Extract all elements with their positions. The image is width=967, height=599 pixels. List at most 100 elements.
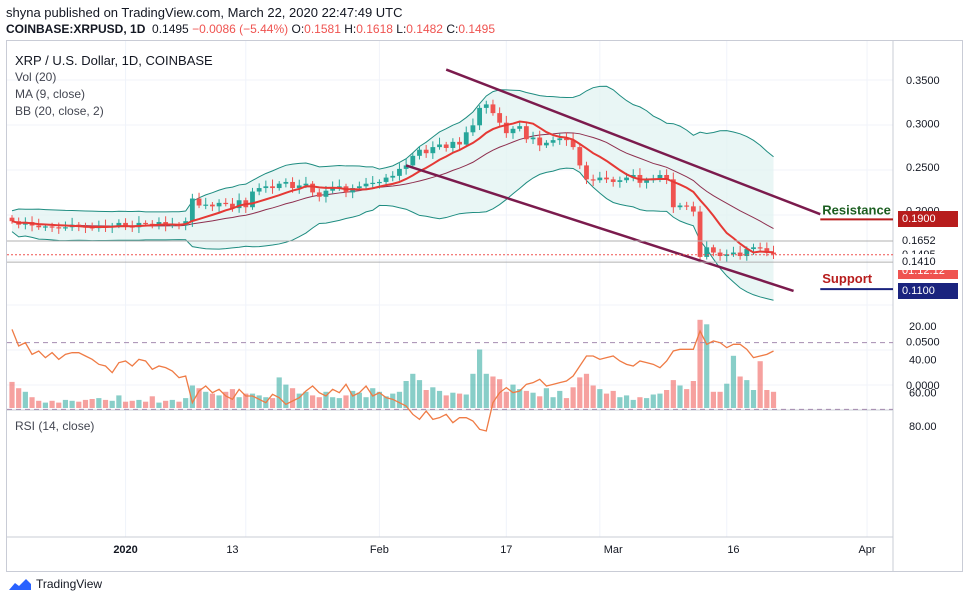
candle-body — [236, 200, 242, 209]
volume-bar — [350, 390, 356, 408]
volume-bar — [209, 393, 215, 408]
volume-bar — [583, 373, 590, 408]
volume-bar — [637, 397, 643, 408]
candle-body — [503, 122, 509, 134]
vol-legend[interactable]: Vol (20) — [15, 70, 57, 84]
volume-bar — [356, 392, 362, 408]
footer[interactable]: TradingView — [8, 573, 102, 595]
volume-bar — [557, 390, 563, 408]
volume-bar — [650, 394, 656, 408]
volume-bar — [289, 388, 296, 408]
price-tick-label: 0.0500 — [906, 336, 940, 348]
candle-body — [256, 188, 262, 192]
volume-bar — [189, 385, 195, 408]
volume-bar — [744, 380, 750, 408]
volume-bar — [724, 383, 730, 408]
last-price: 0.1495 — [152, 22, 189, 36]
volume-bar — [183, 398, 189, 408]
volume-bar — [82, 399, 89, 408]
bollinger-lower-line — [11, 167, 774, 301]
rsi-tick-label: 40.00 — [909, 354, 937, 366]
price-tick-label: 0.3000 — [906, 119, 940, 131]
candle-body — [470, 125, 476, 133]
candle-body — [49, 226, 55, 228]
candle-body — [270, 186, 275, 189]
candle-body — [336, 186, 342, 188]
price-change: −0.0086 (−5.44%) — [192, 22, 289, 36]
volume-bar — [530, 392, 536, 408]
candle-body — [757, 247, 763, 249]
volume-bar — [343, 395, 349, 408]
candle-body — [316, 192, 322, 197]
price-tag: 0.1100 — [898, 283, 958, 300]
ma-legend[interactable]: MA (9, close) — [15, 87, 86, 101]
volume-bar — [770, 391, 777, 408]
candle-body — [437, 144, 442, 148]
volume-bar — [403, 381, 409, 408]
time-tick-label: Apr — [858, 544, 875, 556]
candle-body — [697, 211, 703, 257]
volume-bar — [750, 390, 757, 408]
volume-bar — [577, 377, 583, 408]
bollinger-band-fill — [12, 86, 774, 301]
volume-bar — [203, 391, 209, 408]
volume-bar — [684, 389, 690, 408]
volume-bar — [122, 401, 129, 408]
volume-bar — [537, 396, 543, 408]
tradingview-logo-icon — [9, 579, 31, 590]
open-value: 0.1581 — [304, 22, 341, 36]
volume-bar — [69, 400, 75, 408]
volume-bar — [570, 387, 576, 408]
candle-body — [490, 104, 496, 114]
volume-bar — [390, 393, 396, 408]
chart-frame[interactable] — [6, 40, 963, 572]
volume-bar — [109, 400, 115, 408]
candle-body — [310, 183, 315, 193]
candle-body — [290, 181, 295, 189]
candle-body — [744, 249, 750, 257]
volume-bar — [336, 398, 342, 408]
price-tick-label: 0.2500 — [906, 162, 940, 174]
volume-bar — [236, 397, 242, 408]
volume-bar — [677, 385, 683, 408]
candle-body — [417, 149, 422, 156]
candle-body — [350, 188, 356, 193]
volume-bar — [664, 390, 670, 408]
candle-body — [210, 204, 215, 207]
price-tag: 0.1410 — [898, 254, 958, 271]
volume-bar — [423, 390, 429, 408]
candle-body — [711, 247, 716, 253]
candle-body — [390, 175, 396, 178]
volume-bar — [730, 355, 737, 408]
volume-bar — [56, 402, 62, 408]
candle-body — [123, 222, 128, 227]
candle-body — [43, 226, 48, 228]
candle-body — [443, 144, 449, 148]
candle-body — [56, 227, 62, 229]
candle-body — [203, 204, 209, 206]
volume-bar — [396, 391, 403, 408]
candle-body — [263, 186, 269, 189]
volume-bar — [216, 395, 222, 408]
bb-legend[interactable]: BB (20, close, 2) — [15, 104, 104, 118]
volume-bar — [623, 395, 630, 408]
volume-bar — [296, 393, 302, 408]
volume-bar — [96, 398, 102, 408]
candle-body — [530, 137, 536, 140]
volume-bar — [630, 399, 636, 408]
rsi-line — [11, 329, 774, 432]
price-tick-label: 0.3500 — [906, 75, 940, 87]
volume-bar — [363, 397, 369, 408]
time-tick-label: Feb — [370, 544, 389, 556]
footer-brand: TradingView — [36, 577, 103, 591]
volume-bar — [456, 393, 463, 408]
rsi-legend[interactable]: RSI (14, close) — [15, 419, 95, 433]
volume-bar — [243, 393, 249, 408]
candle-body — [450, 141, 456, 148]
volume-bar — [764, 390, 770, 408]
ohlc-line: COINBASE:XRPUSD, 1D 0.1495 −0.0086 (−5.4… — [6, 22, 496, 36]
candle-body — [403, 165, 409, 169]
candle-body — [657, 174, 663, 179]
volume-bar — [603, 393, 610, 408]
